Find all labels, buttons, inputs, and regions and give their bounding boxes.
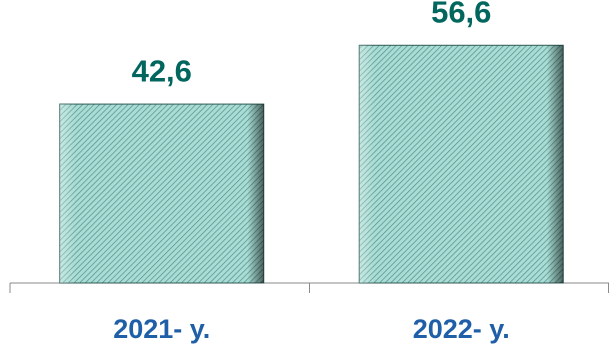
bar-shade xyxy=(359,45,564,283)
value-label: 56,6 xyxy=(431,0,491,29)
bar-shade xyxy=(59,104,264,283)
x-tick-label: 2022- y. xyxy=(413,314,510,344)
value-label: 42,6 xyxy=(132,53,192,88)
x-tick-label: 2021- y. xyxy=(113,314,210,344)
